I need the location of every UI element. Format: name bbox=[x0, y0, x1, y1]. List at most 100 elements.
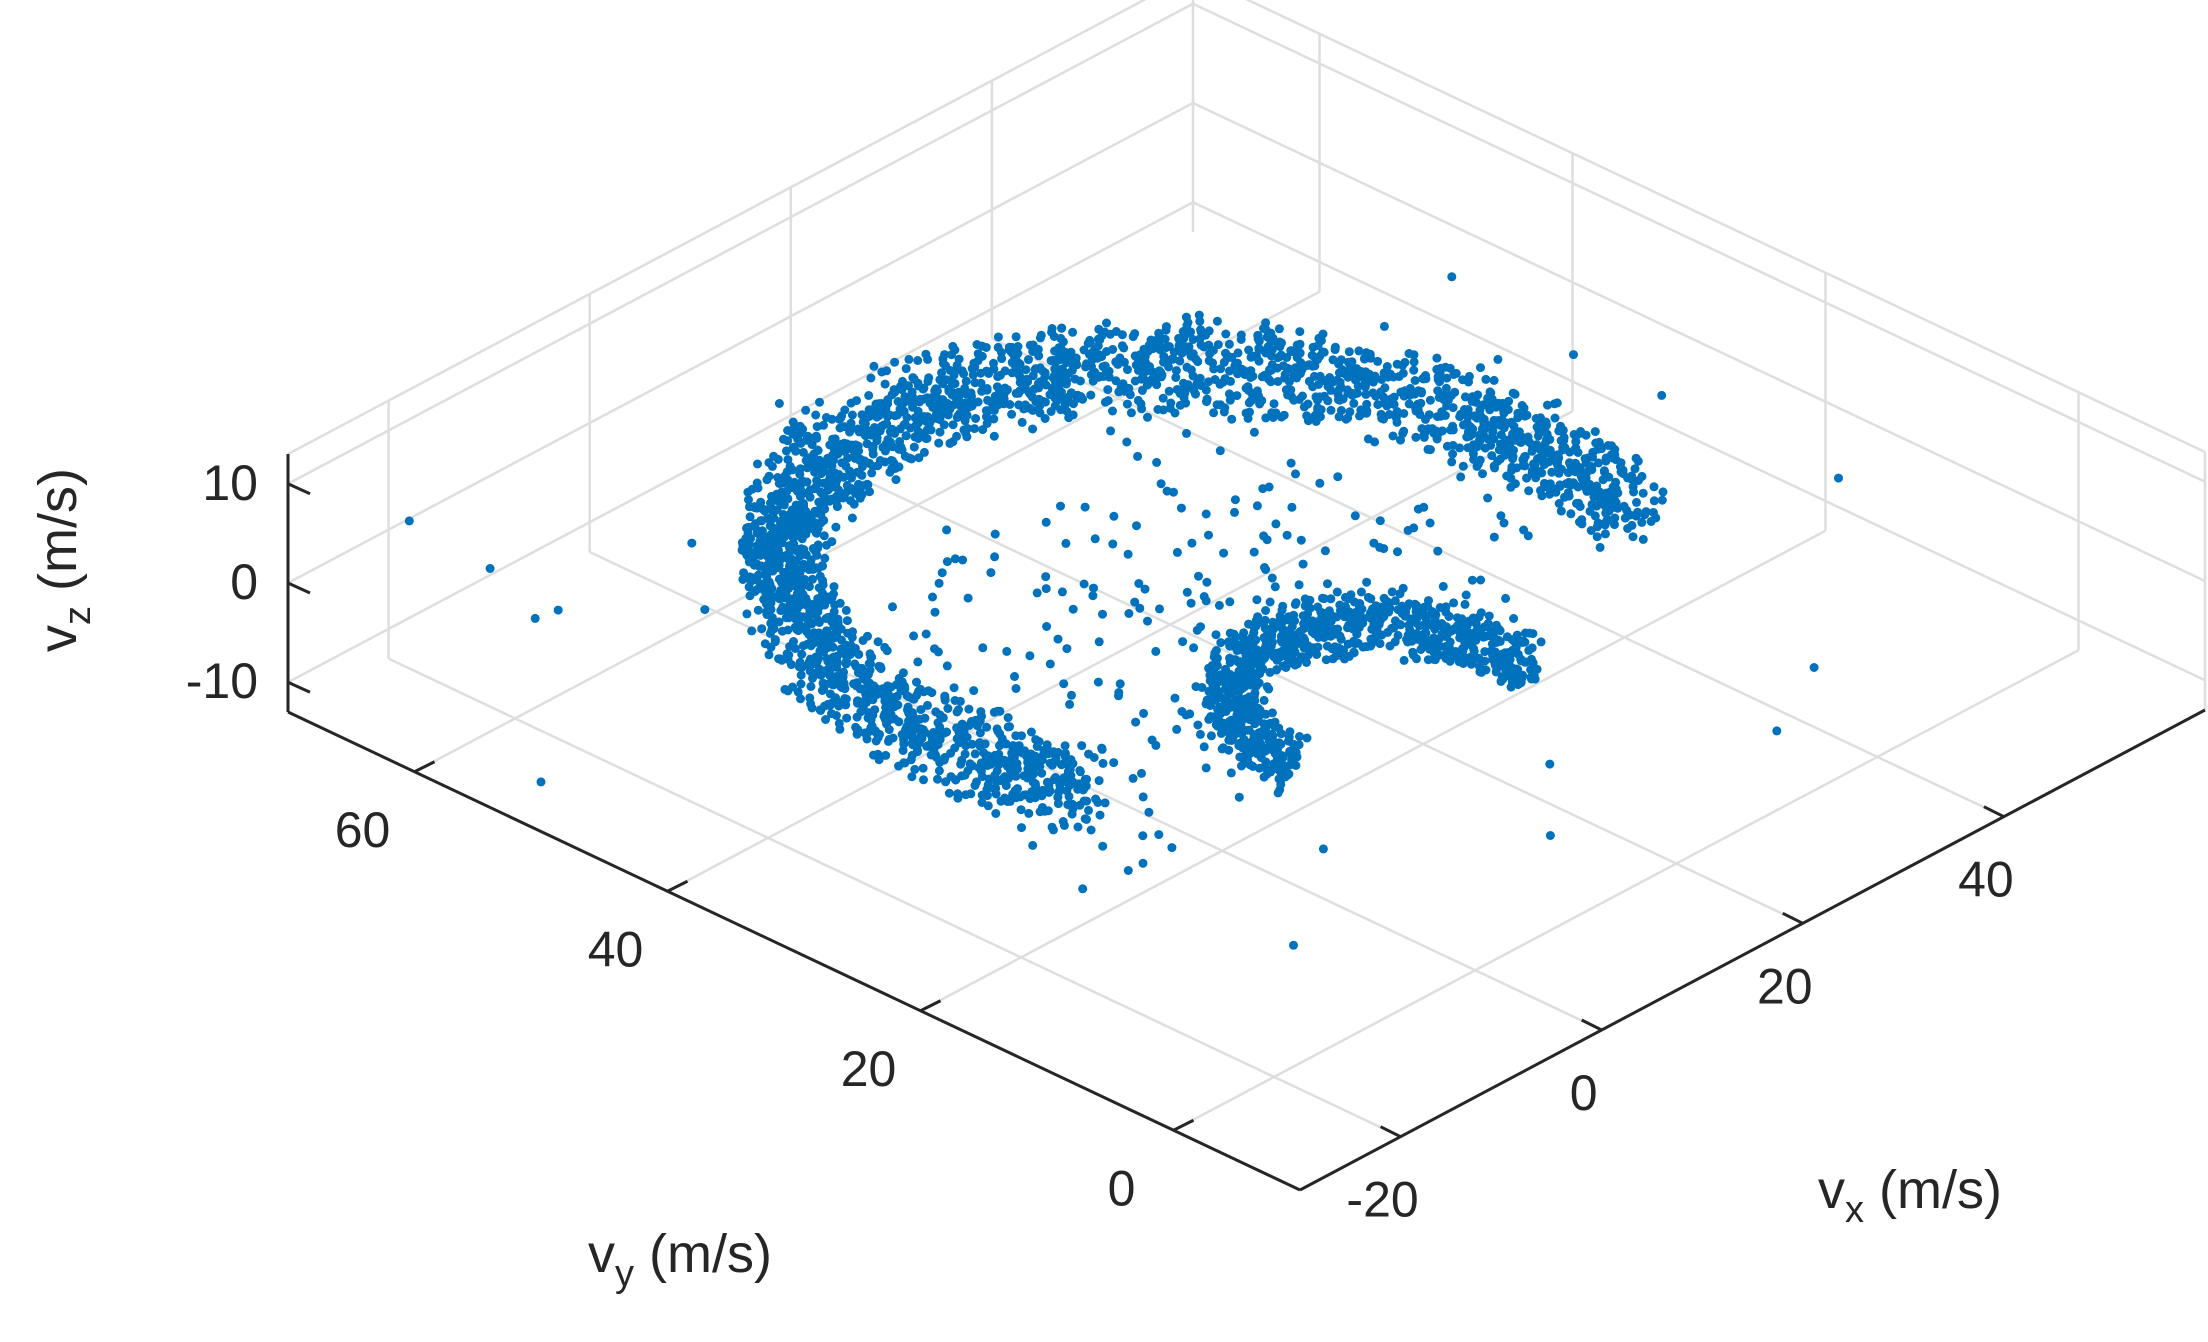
scatter-point bbox=[799, 501, 809, 511]
grid-line-y-floor bbox=[666, 410, 1574, 893]
scatter-point bbox=[989, 414, 999, 424]
scatter-point bbox=[1543, 400, 1552, 410]
scatter-point bbox=[1117, 341, 1127, 351]
scatter-point bbox=[825, 477, 835, 487]
scatter-point bbox=[922, 425, 932, 435]
scatter-point bbox=[1059, 679, 1069, 689]
scatter-point bbox=[816, 487, 826, 497]
scatter-point bbox=[836, 644, 846, 654]
scatter-point bbox=[1363, 592, 1373, 602]
scatter-point bbox=[1000, 793, 1010, 803]
scatter-point bbox=[907, 392, 917, 402]
scatter-point bbox=[1501, 666, 1511, 676]
scatter-point bbox=[958, 555, 968, 565]
scatter-point bbox=[1084, 805, 1093, 815]
scatter-point bbox=[1025, 794, 1035, 804]
scatter-point bbox=[1522, 473, 1532, 483]
scatter-point bbox=[1226, 768, 1236, 778]
scatter-point bbox=[1466, 628, 1475, 638]
scatter-point bbox=[954, 705, 963, 715]
scatter-point bbox=[1532, 440, 1542, 450]
scatter-point bbox=[1264, 375, 1274, 385]
scatter-point bbox=[743, 487, 753, 497]
scatter-point bbox=[1122, 399, 1132, 409]
scatter-point bbox=[775, 654, 785, 664]
scatter-point bbox=[1094, 637, 1104, 647]
scatter-point bbox=[1046, 356, 1056, 366]
scatter-point bbox=[1441, 622, 1451, 632]
scatter-point bbox=[1503, 654, 1513, 664]
scatter-point bbox=[1221, 329, 1231, 339]
scatter-point bbox=[1057, 323, 1067, 333]
scatter-point bbox=[1536, 486, 1545, 495]
scatter-point bbox=[1051, 753, 1061, 763]
scatter-point bbox=[863, 713, 873, 723]
scatter-point bbox=[1510, 389, 1520, 399]
grid-line-y-floor bbox=[919, 529, 1827, 1012]
scatter-point bbox=[1284, 732, 1294, 742]
scatter-point bbox=[855, 455, 865, 465]
scatter-point bbox=[790, 644, 800, 653]
scatter-point bbox=[1290, 599, 1300, 609]
scatter-point bbox=[1217, 744, 1227, 754]
scatter-point bbox=[1195, 316, 1205, 326]
scatter-point bbox=[1333, 472, 1343, 482]
scatter-point bbox=[1599, 466, 1609, 476]
scatter-point bbox=[1031, 735, 1041, 745]
scatter-point bbox=[485, 564, 495, 573]
scatter-point bbox=[1089, 583, 1098, 593]
scatter-point bbox=[847, 513, 857, 523]
scatter-point bbox=[749, 560, 759, 570]
scatter-point bbox=[1315, 371, 1325, 381]
scatter-point bbox=[1313, 395, 1322, 405]
scatter-point bbox=[907, 750, 917, 760]
scatter-point bbox=[1509, 435, 1519, 445]
scatter-point bbox=[1566, 509, 1576, 519]
scatter-point bbox=[1205, 349, 1215, 359]
scatter-point bbox=[1335, 377, 1345, 387]
scatter-point bbox=[1361, 389, 1371, 399]
scatter-point bbox=[1370, 437, 1380, 447]
scatter-point bbox=[1447, 390, 1456, 400]
scatter-point bbox=[1171, 373, 1181, 382]
scatter-point bbox=[1144, 344, 1154, 354]
scatter-point bbox=[1028, 777, 1038, 787]
scatter-point bbox=[842, 480, 852, 490]
scatter-point bbox=[1160, 334, 1170, 344]
scatter-point bbox=[1593, 518, 1603, 528]
scatter-point bbox=[995, 395, 1005, 405]
scatter-point bbox=[865, 487, 874, 497]
scatter-point bbox=[1095, 810, 1105, 820]
scatter-point bbox=[950, 554, 960, 564]
scatter-point bbox=[1195, 729, 1205, 739]
scatter-point bbox=[1154, 830, 1164, 840]
y-tick bbox=[919, 999, 942, 1013]
scatter-point bbox=[1037, 768, 1047, 778]
scatter-point bbox=[1478, 469, 1487, 479]
scatter-point bbox=[942, 525, 952, 535]
scatter-point bbox=[801, 405, 811, 415]
scatter-point bbox=[1382, 401, 1392, 411]
scatter-point bbox=[1434, 428, 1444, 438]
scatter-point bbox=[1449, 598, 1459, 608]
scatter-point bbox=[1068, 804, 1078, 814]
scatter-point bbox=[1109, 511, 1119, 521]
scatter-point bbox=[961, 376, 971, 386]
scatter-point bbox=[1460, 599, 1470, 609]
scatter-point bbox=[863, 480, 873, 490]
scatter-point bbox=[1321, 655, 1331, 665]
scatter-point bbox=[991, 809, 1001, 818]
scatter-point bbox=[1041, 746, 1051, 755]
scatter-point bbox=[1047, 324, 1057, 333]
scatter-point bbox=[831, 711, 841, 720]
scatter-point bbox=[781, 590, 791, 599]
scatter-point bbox=[1210, 648, 1220, 658]
scatter-point bbox=[918, 763, 928, 773]
scatter-point bbox=[1638, 534, 1648, 544]
scatter-point bbox=[1586, 526, 1596, 535]
scatter-point bbox=[1236, 330, 1246, 340]
scatter-point bbox=[782, 649, 792, 659]
scatter-point bbox=[1215, 400, 1225, 410]
scatter-point bbox=[816, 584, 826, 594]
scatter-point bbox=[1249, 547, 1259, 557]
